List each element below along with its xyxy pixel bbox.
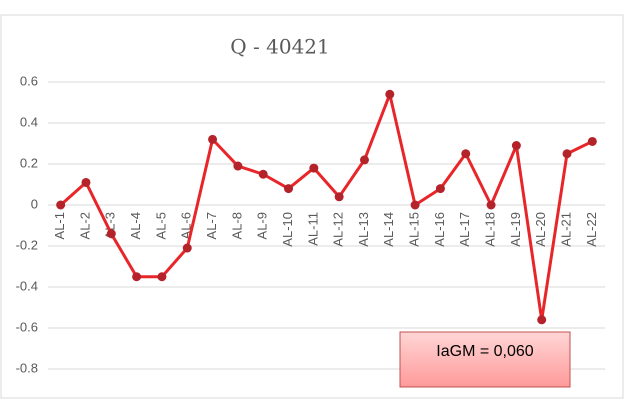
y-tick-label: -0.6 — [16, 319, 38, 334]
point — [208, 134, 218, 144]
point — [334, 192, 344, 202]
point — [461, 149, 471, 159]
y-tick-label: 0 — [31, 196, 38, 211]
point — [309, 163, 319, 173]
x-tick-label: AL-12 — [331, 212, 346, 247]
x-tick-label: AL-17 — [457, 212, 472, 247]
series-line — [59, 92, 593, 322]
point — [258, 169, 268, 179]
point — [385, 89, 395, 99]
x-tick-label: AL-21 — [558, 212, 573, 247]
x-tick-label: AL-8 — [229, 212, 244, 239]
x-tick-label: AL-22 — [584, 212, 599, 247]
point — [106, 229, 116, 239]
point — [511, 141, 521, 151]
x-tick-label: AL-14 — [381, 212, 396, 247]
x-tick-label: AL-2 — [77, 212, 92, 239]
point — [537, 315, 547, 325]
y-tick-label: 0.2 — [20, 155, 38, 170]
y-tick-label: 0.6 — [20, 73, 38, 88]
y-tick-label: -0.4 — [16, 278, 38, 293]
point — [56, 200, 66, 210]
point — [359, 155, 369, 165]
x-tick-label: AL-5 — [153, 212, 168, 239]
point — [81, 177, 91, 187]
y-tick-label: 0.4 — [20, 114, 38, 129]
x-tick-label: AL-7 — [204, 212, 219, 239]
annotation-box — [399, 331, 571, 388]
point — [284, 184, 294, 194]
chart-title: Q - 40421 — [230, 35, 330, 59]
x-tick-label: AL-9 — [255, 212, 270, 239]
point — [157, 272, 167, 282]
y-tick-label: -0.8 — [16, 360, 38, 375]
y-tick-label: -0.2 — [16, 237, 38, 252]
x-tick-label: AL-13 — [356, 212, 371, 247]
x-tick-label: AL-18 — [483, 212, 498, 247]
point — [233, 161, 243, 171]
point — [562, 149, 572, 159]
x-tick-label: AL-11 — [305, 212, 320, 246]
x-tick-label: AL-19 — [508, 212, 523, 247]
x-tick-label: AL-1 — [52, 212, 67, 239]
point — [486, 200, 496, 210]
x-tick-label: AL-20 — [533, 212, 548, 247]
annotation: IaGM = 0,060 — [436, 343, 533, 360]
x-tick-label: AL-16 — [432, 212, 447, 247]
point — [182, 243, 192, 253]
point — [132, 272, 142, 282]
x-tick-label: AL-10 — [280, 212, 295, 247]
x-tick-label: AL-15 — [407, 212, 422, 247]
point — [435, 184, 445, 194]
x-tick-label: AL-4 — [128, 212, 143, 239]
point — [410, 200, 420, 210]
point — [587, 136, 597, 146]
